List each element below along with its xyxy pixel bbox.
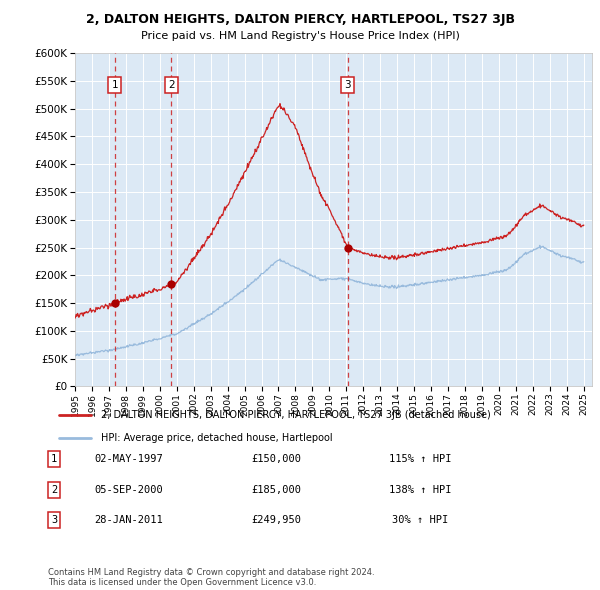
Text: 30% ↑ HPI: 30% ↑ HPI	[392, 516, 448, 525]
Text: Price paid vs. HM Land Registry's House Price Index (HPI): Price paid vs. HM Land Registry's House …	[140, 31, 460, 41]
Text: 2: 2	[168, 80, 175, 90]
Text: 1: 1	[51, 454, 57, 464]
Text: 115% ↑ HPI: 115% ↑ HPI	[389, 454, 451, 464]
Text: HPI: Average price, detached house, Hartlepool: HPI: Average price, detached house, Hart…	[101, 433, 333, 443]
Text: 3: 3	[51, 516, 57, 525]
Text: 138% ↑ HPI: 138% ↑ HPI	[389, 485, 451, 494]
Text: 2: 2	[51, 485, 57, 494]
Text: £150,000: £150,000	[251, 454, 301, 464]
Text: Contains HM Land Registry data © Crown copyright and database right 2024.
This d: Contains HM Land Registry data © Crown c…	[48, 568, 374, 587]
Text: 05-SEP-2000: 05-SEP-2000	[95, 485, 163, 494]
Text: 1: 1	[112, 80, 118, 90]
Text: 28-JAN-2011: 28-JAN-2011	[95, 516, 163, 525]
Text: £185,000: £185,000	[251, 485, 301, 494]
Text: 2, DALTON HEIGHTS, DALTON PIERCY, HARTLEPOOL, TS27 3JB: 2, DALTON HEIGHTS, DALTON PIERCY, HARTLE…	[86, 13, 515, 26]
Text: £249,950: £249,950	[251, 516, 301, 525]
Text: 02-MAY-1997: 02-MAY-1997	[95, 454, 163, 464]
Text: 2, DALTON HEIGHTS, DALTON PIERCY, HARTLEPOOL, TS27 3JB (detached house): 2, DALTON HEIGHTS, DALTON PIERCY, HARTLE…	[101, 409, 491, 419]
Text: 3: 3	[344, 80, 351, 90]
